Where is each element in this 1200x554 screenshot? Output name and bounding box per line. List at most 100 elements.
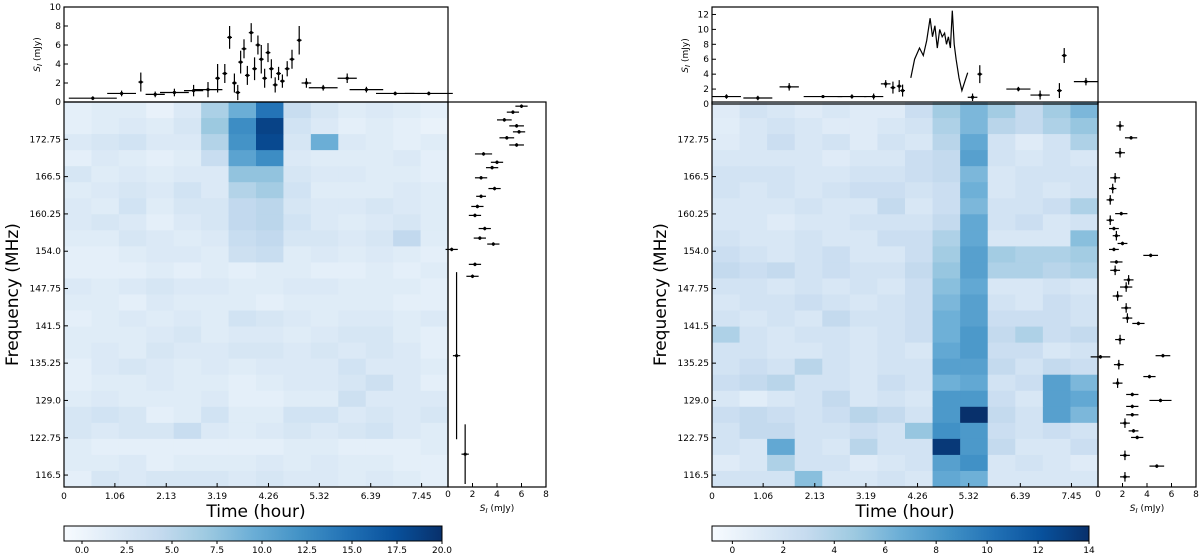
right-heatmap-cell (1015, 166, 1044, 183)
right-y-tick-label: 135.25 (678, 359, 710, 369)
left-top-point (120, 91, 124, 96)
right-side-point (1116, 294, 1120, 298)
right-heatmap-cell (905, 166, 934, 183)
left-heatmap-cell (91, 294, 120, 312)
left-top-y-axis-label: SI (mJy) (33, 37, 44, 71)
left-heatmap-cell (118, 422, 147, 440)
left-heatmap-cell (146, 454, 175, 472)
right-heatmap-cell (987, 454, 1016, 472)
right-colorbar-tick-label: 8 (933, 546, 939, 554)
right-heatmap-cell (960, 422, 989, 440)
right-y-tick-label: 129.0 (683, 396, 709, 406)
left-heatmap-cell (420, 182, 449, 199)
left-colorbar-tick-label: 2.5 (120, 546, 134, 554)
left-heatmap-cell (146, 438, 175, 456)
left-heatmap-cell (64, 278, 92, 295)
right-heatmap-cell (1015, 246, 1044, 263)
right-side-point (1136, 321, 1141, 326)
left-heatmap-cell (365, 166, 394, 183)
left-heatmap-cell (91, 358, 120, 376)
left-colorbar-tick-label: 17.5 (387, 546, 407, 554)
right-heatmap-cell (905, 262, 934, 279)
left-side-point (505, 136, 509, 140)
right-side-point (1155, 464, 1159, 468)
right-heatmap-cell (712, 342, 741, 360)
left-heatmap-cell (146, 374, 175, 392)
left-heatmap-cell (228, 118, 257, 135)
left-heatmap-cell (228, 246, 257, 263)
left-heatmap-cell (420, 262, 449, 279)
left-heatmap-cell (420, 246, 449, 263)
left-heatmap-cell (146, 278, 175, 295)
right-heatmap-cell (1042, 358, 1071, 376)
left-top-point (252, 67, 257, 71)
right-heatmap-cell (960, 438, 989, 456)
right-heatmap-cell (767, 358, 796, 376)
right-heatmap-cell (712, 374, 741, 392)
left-heatmap-cell (201, 406, 230, 424)
right-heatmap-cell (767, 150, 796, 167)
left-heatmap-cell (365, 214, 394, 231)
left-heatmap-cell (146, 134, 175, 151)
right-colorbar (711, 525, 1090, 542)
right-side-x-axis-label: SI (mJy) (1130, 504, 1164, 515)
right-heatmap-cell (987, 182, 1016, 199)
right-side-point (1161, 354, 1165, 358)
right-heatmap-cell (712, 454, 741, 472)
right-heatmap-cell (849, 358, 878, 376)
left-heatmap-cell (91, 422, 120, 440)
left-heatmap-cell (201, 374, 230, 392)
right-heatmap-cell (960, 150, 989, 167)
right-heatmap-cell (1042, 230, 1071, 247)
right-colorbar-tick-label: 4 (831, 546, 837, 554)
left-x-tick-label: 6.39 (361, 492, 381, 502)
left-heatmap-cell (420, 294, 449, 312)
right-heatmap-cell (794, 182, 823, 199)
right-heatmap-cell (739, 214, 768, 231)
left-heatmap-cell (283, 454, 312, 472)
right-top-point (850, 94, 854, 99)
right-heatmap-cell (1042, 182, 1071, 199)
right-heatmap-cell (739, 118, 768, 135)
left-heatmap-cell (256, 230, 284, 247)
right-x-tick-label: 4.26 (908, 492, 928, 502)
right-heatmap-cell (905, 230, 934, 247)
left-side-point (517, 130, 521, 134)
right-heatmap-cell (712, 262, 741, 279)
left-heatmap-cell (91, 310, 120, 328)
left-heatmap-cell (201, 214, 230, 231)
left-heatmap-cell (365, 278, 394, 295)
left-heatmap-cell (91, 390, 120, 408)
left-heatmap-cell (393, 358, 422, 376)
right-heatmap-cell (877, 262, 906, 279)
left-y-tick-label: 141.5 (35, 322, 61, 332)
right-heatmap-cell (794, 150, 823, 167)
left-heatmap-cell (310, 342, 339, 360)
left-heatmap-cell (118, 406, 147, 424)
right-side-point (1098, 355, 1103, 359)
right-heatmap-cell (987, 150, 1016, 167)
left-heatmap-cell (201, 118, 230, 135)
left-heatmap-cell (310, 294, 339, 312)
left-heatmap-cell (146, 406, 175, 424)
right-heatmap-cell (987, 246, 1016, 263)
left-heatmap-cell (393, 390, 422, 408)
right-heatmap-cell (822, 470, 851, 488)
left-heatmap-cell (283, 294, 312, 312)
left-side-point (515, 143, 519, 147)
left-heatmap-cell (146, 150, 175, 167)
right-heatmap-cell (822, 182, 851, 199)
left-heatmap-cell (420, 470, 449, 488)
right-heatmap-cell (987, 262, 1016, 279)
left-top-point (259, 57, 263, 61)
right-heatmap-cell (794, 134, 823, 151)
left-heatmap-cell (146, 246, 175, 263)
right-heatmap-cell (794, 406, 823, 424)
right-heatmap-cell (932, 230, 961, 247)
left-heatmap-cell (228, 102, 257, 119)
right-heatmap-cell (849, 390, 878, 408)
left-heatmap-cell (310, 246, 339, 263)
left-heatmap-cell (64, 102, 92, 119)
left-heatmap-cell (118, 246, 147, 263)
right-heatmap-cell (1015, 214, 1044, 231)
